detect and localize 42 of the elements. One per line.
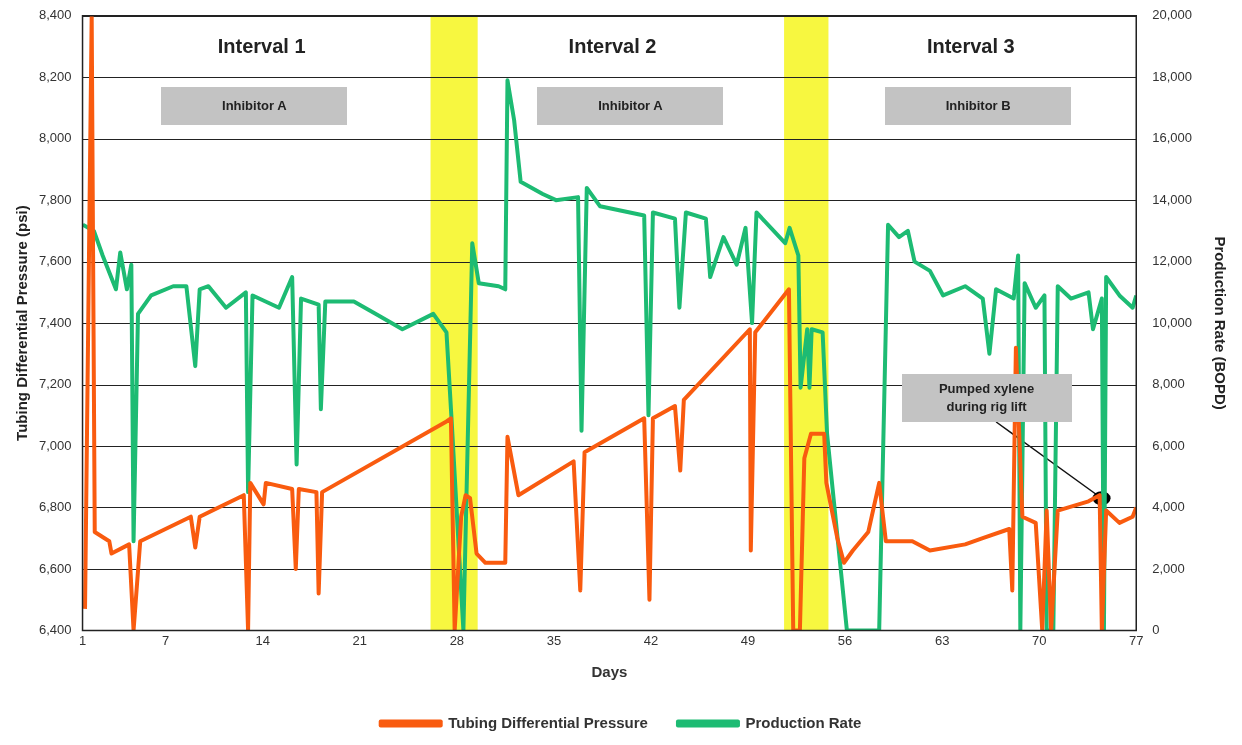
y-tick-label: 6,800 bbox=[38, 499, 72, 515]
x-tick-label: 77 bbox=[1129, 632, 1144, 648]
y-tick-label: 7,400 bbox=[38, 314, 72, 330]
y-tick-label: 8,400 bbox=[38, 7, 72, 23]
x-tick-label: 14 bbox=[255, 632, 271, 648]
y2-tick-label: 18,000 bbox=[1152, 68, 1192, 84]
x-tick-label: 49 bbox=[740, 632, 756, 648]
y2-axis-title: Production Rate (BOPD) bbox=[1211, 236, 1229, 410]
y-tick-label: 7,800 bbox=[38, 191, 72, 207]
y2-tick-label: 20,000 bbox=[1152, 7, 1192, 23]
x-tick-label: 42 bbox=[643, 632, 659, 648]
y-tick-label: 7,000 bbox=[38, 437, 72, 453]
y2-tick-label: 12,000 bbox=[1152, 253, 1192, 269]
y-tick-label: 8,000 bbox=[38, 130, 72, 146]
y-tick-label: 7,600 bbox=[38, 253, 72, 269]
y2-tick-label: 16,000 bbox=[1152, 130, 1192, 146]
x-tick-label: 1 bbox=[78, 632, 87, 648]
y2-tick-label: 2,000 bbox=[1152, 560, 1185, 576]
x-tick-label: 7 bbox=[162, 632, 170, 648]
x-tick-label: 63 bbox=[934, 632, 950, 648]
x-axis-title: Days bbox=[591, 663, 628, 681]
y-tick-label: 7,200 bbox=[38, 376, 72, 392]
y2-tick-label: 6,000 bbox=[1152, 437, 1185, 453]
annotation: Interval 2 bbox=[568, 34, 657, 58]
x-tick-label: 35 bbox=[546, 632, 562, 648]
x-tick-label: 21 bbox=[352, 632, 368, 648]
y-tick-label: 6,400 bbox=[38, 621, 72, 637]
annotation: Interval 3 bbox=[926, 34, 1015, 58]
y2-tick-label: 4,000 bbox=[1152, 499, 1185, 515]
y-tick-label: 6,600 bbox=[38, 560, 72, 576]
legend-label: Tubing Differential Pressure bbox=[448, 713, 648, 731]
y-tick-label: 8,200 bbox=[38, 68, 72, 84]
x-tick-label: 56 bbox=[837, 632, 853, 648]
y2-tick-label: 14,000 bbox=[1152, 191, 1192, 207]
y2-tick-label: 0 bbox=[1152, 621, 1160, 637]
annotation: Interval 1 bbox=[217, 34, 306, 58]
y2-tick-label: 8,000 bbox=[1152, 376, 1185, 392]
x-tick-label: 70 bbox=[1031, 632, 1047, 648]
y2-tick-label: 10,000 bbox=[1152, 314, 1192, 330]
legend-label: Production Rate bbox=[745, 713, 862, 731]
x-tick-label: 28 bbox=[449, 632, 465, 648]
y-axis-title: Tubing Differential Pressure (psi) bbox=[13, 205, 31, 441]
